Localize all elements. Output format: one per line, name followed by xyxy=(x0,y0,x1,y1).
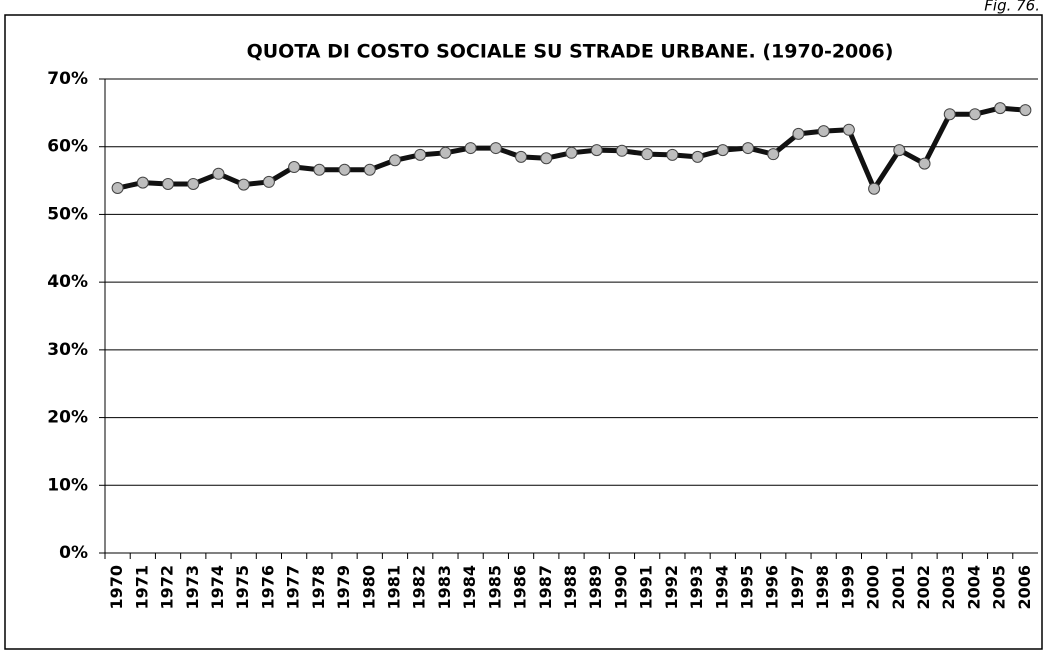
x-tick-label: 2005 xyxy=(990,565,1009,610)
y-tick-label: 70% xyxy=(47,69,88,89)
data-point xyxy=(615,144,628,157)
x-tick-label: 1972 xyxy=(158,565,177,610)
x-tick-label: 1971 xyxy=(132,565,151,610)
data-point xyxy=(338,163,351,176)
data-point xyxy=(691,150,704,163)
x-tick-label: 1995 xyxy=(738,565,757,610)
data-point xyxy=(136,176,149,189)
data-point xyxy=(868,182,881,195)
x-tick-label: 1993 xyxy=(687,565,706,610)
x-tick-label: 2004 xyxy=(964,565,983,610)
x-tick-label: 1983 xyxy=(435,565,454,610)
data-point xyxy=(792,127,805,140)
data-point xyxy=(464,142,477,155)
x-tick-label: 1982 xyxy=(410,565,429,610)
x-tick-label: 1979 xyxy=(334,565,353,610)
x-tick-label: 1976 xyxy=(258,565,277,610)
data-point xyxy=(842,123,855,136)
data-point xyxy=(388,154,401,167)
data-point xyxy=(1019,104,1032,117)
chart-frame xyxy=(4,14,1043,650)
data-point xyxy=(565,146,578,159)
data-point xyxy=(363,163,376,176)
data-point xyxy=(817,125,830,138)
data-point xyxy=(187,177,200,190)
x-tick-label: 1997 xyxy=(788,565,807,610)
x-tick-label: 1980 xyxy=(359,565,378,610)
x-tick-label: 1989 xyxy=(586,565,605,610)
data-point xyxy=(641,148,654,161)
data-point xyxy=(489,142,502,155)
data-point xyxy=(288,161,301,174)
data-point xyxy=(666,148,679,161)
x-tick-label: 1985 xyxy=(485,565,504,610)
data-point xyxy=(994,102,1007,115)
x-tick-label: 1999 xyxy=(838,565,857,610)
x-tick-label: 1970 xyxy=(107,565,126,610)
data-point xyxy=(414,148,427,161)
y-tick-label: 30% xyxy=(47,340,88,360)
x-tick-label: 1990 xyxy=(611,565,630,610)
data-point xyxy=(590,144,603,157)
y-tick-label: 60% xyxy=(47,137,88,157)
x-tick-label: 1998 xyxy=(813,565,832,610)
data-point xyxy=(943,108,956,121)
data-point xyxy=(262,175,275,188)
x-tick-label: 1986 xyxy=(511,565,530,610)
y-tick-label: 10% xyxy=(47,475,88,495)
x-tick-label: 2002 xyxy=(914,565,933,610)
y-tick-label: 40% xyxy=(47,272,88,292)
data-point xyxy=(893,144,906,157)
x-tick-label: 1975 xyxy=(233,565,252,610)
data-point xyxy=(742,142,755,155)
y-tick-label: 0% xyxy=(59,543,88,563)
x-tick-label: 2003 xyxy=(939,565,958,610)
x-tick-label: 2000 xyxy=(864,565,883,610)
x-tick-label: 2006 xyxy=(1015,565,1034,610)
y-tick-label: 20% xyxy=(47,408,88,428)
data-point xyxy=(313,163,326,176)
data-point xyxy=(515,150,528,163)
figure-label: Fig. 76. xyxy=(984,0,1040,15)
x-tick-label: 1996 xyxy=(763,565,782,610)
y-tick-label: 50% xyxy=(47,204,88,224)
x-tick-label: 1994 xyxy=(712,565,731,610)
data-point xyxy=(212,167,225,180)
x-tick-label: 1978 xyxy=(309,565,328,610)
x-tick-label: 1973 xyxy=(183,565,202,610)
x-tick-label: 1977 xyxy=(284,565,303,610)
data-point xyxy=(237,178,250,191)
data-point xyxy=(540,152,553,165)
data-point xyxy=(111,182,124,195)
data-point xyxy=(439,146,452,159)
x-tick-label: 1991 xyxy=(637,565,656,610)
data-point xyxy=(918,157,931,170)
data-point xyxy=(162,177,175,190)
x-tick-label: 2001 xyxy=(889,565,908,610)
x-tick-label: 1987 xyxy=(536,565,555,610)
x-tick-label: 1988 xyxy=(561,565,580,610)
data-point xyxy=(716,144,729,157)
x-tick-label: 1981 xyxy=(384,565,403,610)
x-tick-label: 1992 xyxy=(662,565,681,610)
data-point xyxy=(968,108,981,121)
data-point xyxy=(767,148,780,161)
chart-title: QUOTA DI COSTO SOCIALE SU STRADE URBANE.… xyxy=(247,41,894,63)
x-tick-label: 1984 xyxy=(460,565,479,610)
x-tick-label: 1974 xyxy=(208,565,227,610)
